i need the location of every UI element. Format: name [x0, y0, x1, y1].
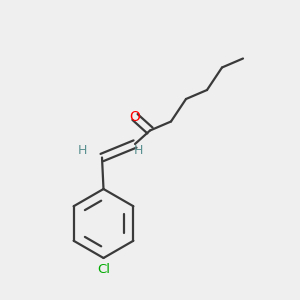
- Text: H: H: [134, 143, 143, 157]
- Text: O: O: [130, 110, 140, 124]
- Text: Cl: Cl: [97, 263, 110, 276]
- Text: H: H: [78, 143, 87, 157]
